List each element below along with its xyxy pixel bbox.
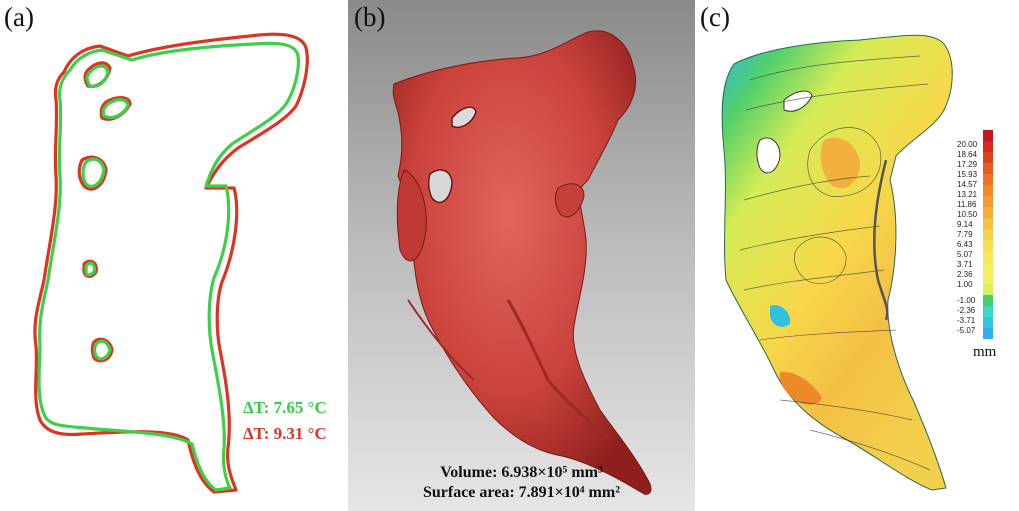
colorbar-segment bbox=[983, 141, 993, 152]
colorbar-segment bbox=[983, 229, 993, 240]
panel-a-label: (a) bbox=[4, 2, 34, 32]
colorbar-segment bbox=[983, 262, 993, 273]
outer-contour-green bbox=[37, 41, 300, 492]
panel-c-deviation-map bbox=[721, 34, 953, 491]
panel-b-label: (b) bbox=[354, 2, 386, 32]
colorbar-tick-label: 13.21 bbox=[957, 190, 978, 199]
colorbar-segment bbox=[983, 251, 993, 262]
colorbar-segment bbox=[983, 207, 993, 218]
colorbar-tick-label: 11.86 bbox=[957, 200, 977, 209]
colorbar-tick-label: 14.57 bbox=[957, 180, 978, 189]
colorbar-tick-label: 9.14 bbox=[957, 220, 973, 229]
panel-a-contours bbox=[33, 32, 309, 494]
colorbar-segment bbox=[983, 295, 993, 306]
colorbar-segment bbox=[983, 317, 993, 328]
colorbar-tick-label: -5.07 bbox=[957, 326, 976, 335]
colorbar-segment bbox=[983, 130, 993, 141]
colorbar-segment bbox=[983, 196, 993, 207]
colorbar bbox=[983, 130, 993, 339]
colorbar-tick-label: -2.36 bbox=[957, 306, 976, 315]
colorbar-segment bbox=[983, 328, 993, 339]
colorbar-segment bbox=[983, 185, 993, 196]
colorbar-tick-label: 3.71 bbox=[957, 260, 973, 269]
colorbar-tick-label: -1.00 bbox=[957, 296, 976, 305]
colorbar-tick-label: 5.07 bbox=[957, 250, 973, 259]
colorbar-segment bbox=[983, 163, 993, 174]
colorbar-tick-label: 17.29 bbox=[957, 160, 978, 169]
volume-text: Volume: 6.938×10⁵ mm³ bbox=[440, 464, 603, 481]
colorbar-tick-label: 2.36 bbox=[957, 270, 973, 279]
panel-c-label: (c) bbox=[700, 2, 730, 32]
colorbar-segment bbox=[983, 306, 993, 317]
colorbar-tick-label: 18.64 bbox=[957, 150, 978, 159]
colorbar-segment bbox=[983, 240, 993, 251]
colorbar-segment bbox=[983, 284, 993, 295]
colorbar-tick-label: 6.43 bbox=[957, 240, 973, 249]
colorbar-tick-label: -3.71 bbox=[957, 316, 976, 325]
colorbar-tick-label: 7.79 bbox=[957, 230, 973, 239]
colorbar-segment bbox=[983, 218, 993, 229]
colorbar-tick-label: 10.50 bbox=[957, 210, 978, 219]
colorbar-tick-label: 20.00 bbox=[957, 140, 978, 149]
colorbar-segment bbox=[983, 273, 993, 284]
colorbar-tick-label: 15.93 bbox=[957, 170, 978, 179]
panel-b-surface-model bbox=[392, 30, 652, 495]
outer-contour-red bbox=[33, 32, 309, 494]
legend-green-dt: ΔT: 7.65 °C bbox=[243, 398, 327, 417]
colorbar-segment bbox=[983, 152, 993, 163]
colorbar-unit: mm bbox=[973, 344, 997, 360]
colorbar-segment bbox=[983, 174, 993, 185]
legend-red-dt: ΔT: 9.31 °C bbox=[243, 424, 327, 443]
surface-area-text: Surface area: 7.891×10⁴ mm² bbox=[422, 484, 621, 501]
colorbar-tick-label: 1.00 bbox=[957, 280, 973, 289]
